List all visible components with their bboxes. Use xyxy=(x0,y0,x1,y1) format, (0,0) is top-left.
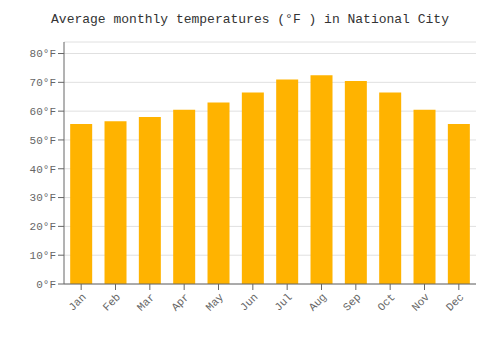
svg-text:Aug: Aug xyxy=(307,291,329,313)
svg-text:20°F: 20°F xyxy=(30,221,56,233)
svg-text:Dec: Dec xyxy=(444,291,466,313)
svg-text:30°F: 30°F xyxy=(30,192,56,204)
svg-text:0°F: 0°F xyxy=(36,279,56,291)
svg-text:Mar: Mar xyxy=(135,291,157,313)
svg-text:10°F: 10°F xyxy=(30,250,56,262)
html-text:Average monthly temperatures (: Average monthly temperatures (°F ) in Na… xyxy=(51,12,449,27)
svg-text:Oct: Oct xyxy=(375,291,397,313)
svg-text:80°F: 80°F xyxy=(30,48,56,60)
svg-text:Nov: Nov xyxy=(410,291,433,314)
svg-text:Apr: Apr xyxy=(169,291,191,313)
svg-text:70°F: 70°F xyxy=(30,77,56,89)
svg-text:40°F: 40°F xyxy=(30,164,56,176)
svg-text:Jan: Jan xyxy=(66,291,88,313)
svg-text:50°F: 50°F xyxy=(30,135,56,147)
svg-text:May: May xyxy=(204,291,227,314)
svg-text:Feb: Feb xyxy=(101,291,123,313)
svg-text:Sep: Sep xyxy=(341,291,363,313)
svg-text:Jun: Jun xyxy=(238,291,260,313)
svg-text:Jul: Jul xyxy=(272,291,294,313)
svg-text:60°F: 60°F xyxy=(30,106,56,118)
